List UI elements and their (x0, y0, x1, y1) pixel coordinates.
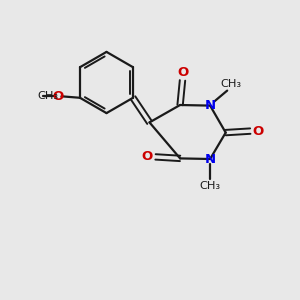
Text: O: O (142, 150, 153, 164)
Text: CH₃: CH₃ (200, 181, 221, 191)
Text: N: N (205, 152, 216, 166)
Text: O: O (177, 66, 188, 80)
Text: O: O (53, 90, 64, 103)
Text: O: O (253, 124, 264, 138)
Text: CH₃: CH₃ (38, 91, 58, 101)
Text: CH₃: CH₃ (220, 79, 242, 89)
Text: N: N (205, 99, 216, 112)
